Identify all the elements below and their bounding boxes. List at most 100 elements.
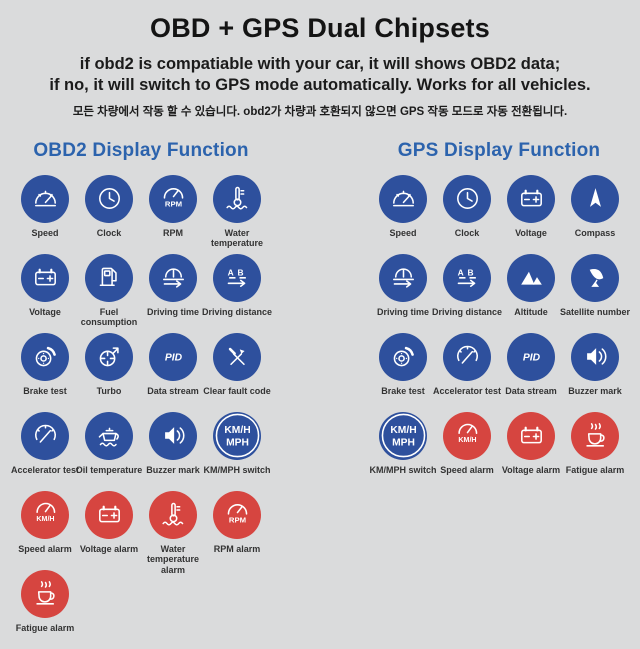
function-item-buzzer-mark: Buzzer mark — [563, 332, 627, 412]
function-item-speed-alarm: KM/H Speed alarm — [435, 411, 499, 491]
svg-text:KM/H: KM/H — [36, 515, 54, 523]
function-item-water-temperature-alarm: Water temperature alarm — [141, 490, 205, 575]
speed-alarm-gauge-icon: KM/H — [443, 411, 491, 460]
function-item-clear-fault-code: Clear fault code — [203, 332, 271, 412]
battery-icon — [21, 253, 69, 302]
function-item-buzzer-mark: Buzzer mark — [141, 411, 205, 491]
function-item-driving-time: Driving time — [371, 253, 435, 333]
clock-icon — [85, 174, 133, 223]
function-item-driving-distance: AB Driving distance — [202, 253, 272, 333]
function-label: Turbo — [96, 385, 122, 396]
coffee-cup-icon — [571, 411, 619, 460]
function-label: Voltage alarm — [501, 464, 561, 475]
fuel-pump-icon — [85, 253, 133, 302]
function-item-fatigue-alarm: Fatigue alarm — [563, 411, 627, 491]
function-item-voltage: Voltage — [499, 174, 563, 254]
function-item-voltage-alarm: Voltage alarm — [77, 490, 141, 570]
function-label: Clock — [96, 227, 122, 238]
function-label: Oil temperature — [75, 464, 143, 475]
function-item-clock: Clock — [77, 174, 141, 254]
driving-distance-icon: AB — [443, 253, 491, 302]
pid-text-icon: PID — [507, 332, 555, 381]
function-label: Water temperature alarm — [146, 543, 200, 575]
function-item-data-stream: PID Data stream — [141, 332, 205, 412]
svg-text:MPH: MPH — [392, 437, 415, 448]
gps-section: GPS Display Function Speed Clock Voltage Co… — [369, 140, 630, 649]
function-label: Altitude — [514, 306, 548, 317]
function-label: Driving time — [146, 306, 199, 317]
function-label: Brake test — [23, 385, 67, 396]
function-item-driving-distance: AB Driving distance — [432, 253, 502, 333]
function-label: RPM — [163, 227, 183, 238]
obd2-section-title: OBD2 Display Function — [33, 139, 249, 161]
function-item-speed: Speed — [371, 174, 435, 254]
function-columns: OBD2 Display Function Speed Clock RPM RPM Wa… — [0, 140, 640, 649]
function-label: Voltage — [515, 227, 547, 238]
function-label: Satellite number — [559, 306, 631, 317]
function-item-voltage: Voltage — [13, 253, 77, 333]
function-item-driving-time: Driving time — [141, 253, 205, 333]
driving-time-icon — [149, 253, 197, 302]
function-item-rpm-alarm: RPM RPM alarm — [205, 490, 269, 570]
svg-text:KM/H: KM/H — [458, 436, 476, 444]
satellite-dish-icon — [571, 253, 619, 302]
subtitle-korean: 모든 차량에서 작동 할 수 있습니다. obd2가 차량과 호환되지 않으면 … — [72, 105, 568, 118]
speaker-icon — [571, 332, 619, 381]
function-label: Driving distance — [201, 306, 273, 317]
function-item-clock: Clock — [435, 174, 499, 254]
svg-text:PID: PID — [522, 352, 540, 363]
function-label: Data stream — [147, 385, 199, 396]
rpm-gauge-icon: RPM — [149, 174, 197, 223]
speed-alarm-gauge-icon: KM/H — [21, 490, 69, 539]
function-label: RPM alarm — [213, 543, 261, 554]
compass-needle-icon — [571, 174, 619, 223]
function-item-brake-test: Brake test — [13, 332, 77, 412]
crossed-tools-icon — [213, 332, 261, 381]
accelerator-gauge-icon — [443, 332, 491, 381]
function-label: Clock — [454, 227, 480, 238]
function-label: Driving time — [376, 306, 429, 317]
svg-text:AB: AB — [457, 268, 477, 278]
function-label: Speed — [389, 227, 417, 238]
page-title: OBD + GPS Dual Chipsets — [150, 13, 490, 43]
header: OBD + GPS Dual Chipsets if obd2 is compa… — [0, 0, 640, 119]
clock-icon — [443, 174, 491, 223]
function-item-satellite-number: Satellite number — [560, 253, 630, 333]
function-item-speed-alarm: KM/H Speed alarm — [13, 490, 77, 570]
svg-text:KM/H: KM/H — [390, 425, 416, 436]
brake-disc-icon — [379, 332, 427, 381]
coffee-cup-icon — [21, 569, 69, 618]
km-mph-text-icon: KM/H MPH — [213, 411, 261, 460]
function-label: Fuel consumption — [80, 306, 138, 328]
function-label: KM/MPH switch — [369, 464, 437, 475]
obd2-section: OBD2 Display Function Speed Clock RPM RPM Wa… — [11, 139, 272, 649]
function-item-rpm: RPM RPM — [141, 174, 205, 254]
function-item-km-mph-switch: KM/H MPH KM/MPH switch — [203, 411, 271, 491]
obd2-function-grid: Speed Clock RPM RPM Water temperature Voltage… — [11, 174, 272, 649]
function-item-fatigue-alarm: Fatigue alarm — [13, 569, 77, 649]
battery-icon — [85, 490, 133, 539]
function-label: Water temperature — [210, 227, 264, 249]
function-item-fuel-consumption: Fuel consumption — [77, 253, 141, 333]
gps-function-grid: Speed Clock Voltage Compass Driving time AB Dr… — [369, 174, 630, 491]
rpm-gauge-icon: RPM — [213, 490, 261, 539]
battery-icon — [507, 174, 555, 223]
subtitle-line-1: if obd2 is compatiable with your car, it… — [79, 55, 561, 73]
accelerator-gauge-icon — [21, 411, 69, 460]
function-label: Accelerator test — [432, 385, 502, 396]
speedometer-icon — [21, 174, 69, 223]
driving-distance-icon: AB — [213, 253, 261, 302]
speaker-icon — [149, 411, 197, 460]
svg-text:RPM: RPM — [228, 515, 245, 524]
oil-can-icon — [85, 411, 133, 460]
water-temperature-icon — [213, 174, 261, 223]
function-item-compass: Compass — [563, 174, 627, 254]
driving-time-icon — [379, 253, 427, 302]
function-label: Speed alarm — [440, 464, 494, 475]
mountains-icon — [507, 253, 555, 302]
function-item-accelerator-test: Accelerator test — [11, 411, 79, 491]
function-label: Voltage — [29, 306, 61, 317]
function-label: Accelerator test — [10, 464, 80, 475]
water-temperature-icon — [149, 490, 197, 539]
